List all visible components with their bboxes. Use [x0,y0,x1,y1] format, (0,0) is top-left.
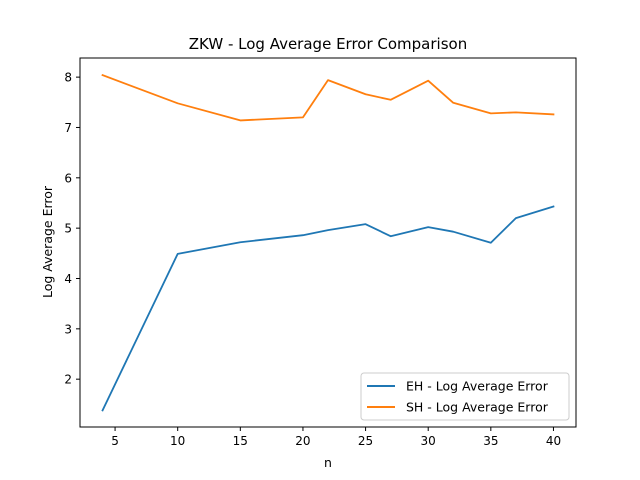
x-tick-label: 30 [421,434,436,448]
chart-title: ZKW - Log Average Error Comparison [189,35,467,53]
x-tick-label: 20 [295,434,310,448]
x-axis-label: n [324,455,332,470]
y-tick-label: 7 [64,121,72,135]
x-tick-label: 10 [170,434,185,448]
x-tick-label: 15 [233,434,248,448]
x-tick-label: 40 [546,434,561,448]
series-layer [101,73,555,412]
plot-area-frame [79,57,577,428]
ticks-layer: 5 10 15 20 25 30 35 40 2 3 4 5 6 7 8 [64,71,561,448]
series-line-sh [101,73,555,122]
x-tick-label: 5 [111,434,119,448]
x-tick-label: 35 [483,434,498,448]
series-line-eh [101,205,555,412]
y-tick-label: 8 [64,71,72,85]
y-axis-label: Log Average Error [40,185,55,298]
y-tick-label: 2 [64,373,72,387]
y-tick-label: 3 [64,322,72,336]
y-tick-label: 4 [64,272,72,286]
legend-label-sh: SH - Log Average Error [406,400,549,415]
y-tick-label: 6 [64,171,72,185]
legend-box [360,372,570,421]
legend-label-eh: EH - Log Average Error [406,379,549,394]
legend: EH - Log Average Error SH - Log Average … [360,372,570,421]
x-tick-label: 25 [358,434,373,448]
y-tick-label: 5 [64,222,72,236]
